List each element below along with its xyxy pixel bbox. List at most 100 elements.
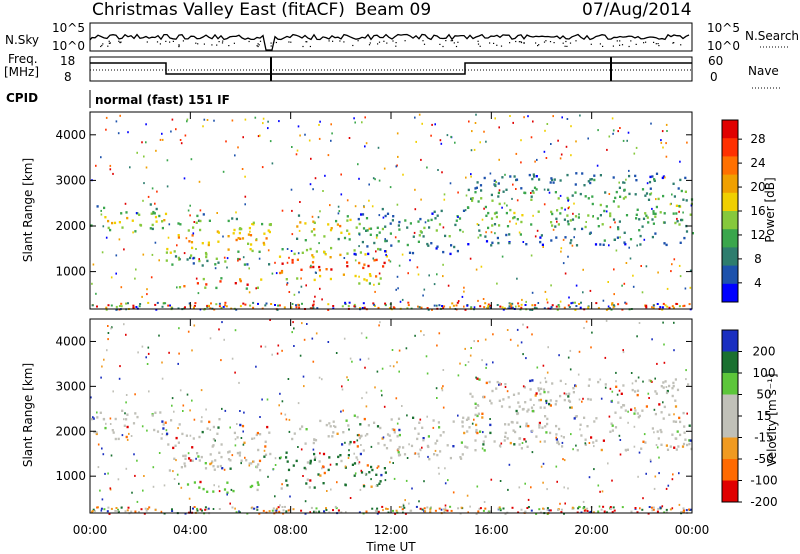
noise-cell [285, 418, 288, 421]
echo-cell [312, 441, 315, 445]
echo-cell [515, 178, 519, 181]
ground-scatter-cell [348, 301, 351, 304]
echo-cell [220, 277, 223, 280]
echo-cell [426, 242, 429, 246]
echo-cell [543, 440, 546, 443]
noise-cell [102, 225, 105, 228]
echo-cell [229, 459, 232, 462]
noise-cell [368, 227, 371, 230]
echo-cell [611, 424, 614, 427]
nsearch-tick-top: 10^5 [707, 21, 740, 35]
noise-cell [678, 210, 680, 213]
ground-scatter-cell [470, 306, 473, 309]
echo-cell [530, 406, 534, 409]
noise-cell [525, 357, 527, 360]
ground-scatter-cell [546, 507, 549, 510]
noise-cell [199, 209, 202, 212]
noise-cell [348, 428, 350, 431]
echo-cell [525, 422, 528, 425]
echo-cell [377, 282, 381, 285]
echo-cell [304, 467, 307, 471]
echo-cell [652, 212, 655, 215]
echo-cell [433, 453, 436, 456]
echo-cell [684, 438, 687, 441]
echo-cell [507, 423, 510, 426]
ground-scatter-cell [489, 510, 492, 513]
echo-cell [198, 486, 201, 489]
ground-scatter-cell [452, 304, 455, 307]
echo-cell [252, 221, 255, 224]
noise-cell [685, 369, 687, 372]
echo-cell [155, 207, 158, 211]
noise-cell [559, 300, 562, 303]
ground-scatter-cell [193, 304, 196, 307]
noise-cell [195, 277, 198, 280]
echo-cell [186, 483, 190, 486]
echo-cell [369, 233, 372, 236]
noise-cell [515, 188, 517, 190]
ground-scatter-cell [451, 302, 454, 305]
echo-cell [377, 247, 380, 251]
noise-cell [562, 262, 565, 265]
noise-cell [185, 237, 188, 240]
noise-cell [401, 405, 403, 407]
echo-cell [236, 451, 239, 455]
noise-cell [679, 160, 681, 163]
echo-cell [323, 235, 326, 238]
ground-scatter-cell [114, 509, 117, 512]
echo-cell [390, 418, 393, 421]
nsearch-point [545, 40, 547, 42]
nsky-tick-top: 10^5 [52, 21, 85, 35]
echo-cell [379, 277, 382, 280]
echo-cell [126, 425, 129, 429]
noise-cell [152, 212, 154, 215]
ground-scatter-cell [520, 303, 523, 306]
noise-cell [607, 305, 610, 308]
noise-cell [564, 272, 567, 275]
echo-cell [328, 422, 331, 425]
noise-cell [542, 364, 545, 367]
echo-cell [679, 241, 682, 244]
ground-scatter-cell [292, 508, 295, 511]
noise-cell [613, 268, 615, 271]
echo-cell [375, 473, 378, 476]
noise-cell [218, 490, 221, 493]
noise-cell [622, 349, 624, 352]
ground-scatter-cell [520, 306, 523, 309]
echo-cell [177, 236, 180, 239]
echo-cell [506, 437, 509, 440]
ground-scatter-cell [457, 507, 460, 510]
ground-scatter-cell [274, 509, 277, 512]
echo-cell [430, 242, 433, 245]
nsearch-point [357, 40, 359, 42]
echo-cell [373, 241, 376, 245]
echo-cell [390, 456, 393, 460]
noise-cell [109, 423, 112, 425]
noise-cell [546, 123, 549, 125]
echo-cell [165, 251, 168, 254]
noise-cell [609, 226, 612, 229]
noise-cell [261, 398, 263, 401]
echo-cell [639, 234, 642, 238]
echo-cell [663, 405, 666, 409]
echo-cell [92, 417, 95, 420]
noise-cell [147, 195, 150, 198]
echo-cell [398, 220, 401, 224]
nsearch-point [305, 41, 307, 43]
echo-cell [467, 188, 470, 192]
noise-cell [558, 354, 560, 357]
echo-cell [456, 249, 459, 253]
noise-cell [102, 453, 105, 456]
noise-cell [213, 119, 215, 122]
echo-cell [484, 205, 487, 209]
noise-cell [449, 306, 451, 309]
echo-cell [622, 197, 625, 200]
echo-cell [584, 225, 587, 229]
ground-scatter-cell [664, 304, 667, 307]
noise-cell [593, 445, 595, 448]
noise-cell [625, 449, 627, 452]
echo-cell [590, 436, 593, 439]
echo-cell [207, 243, 210, 247]
noise-cell [671, 507, 674, 510]
echo-cell [219, 464, 222, 468]
